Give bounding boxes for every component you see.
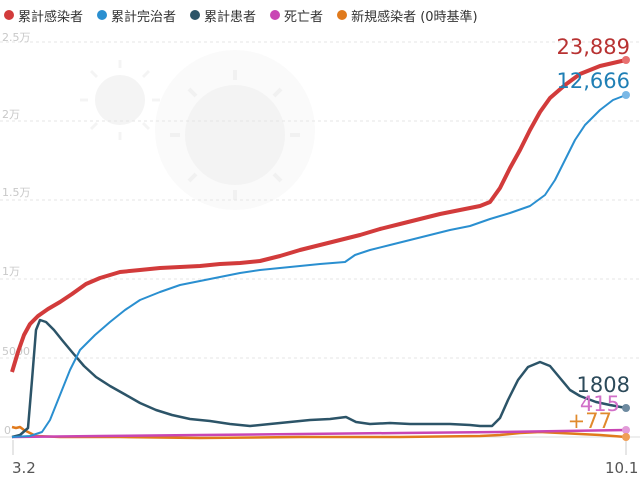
y-tick-label: 2万 xyxy=(2,108,20,121)
end-label-current-patients: 1808 xyxy=(577,373,630,397)
legend-label: 累計患者 xyxy=(204,9,257,25)
legend-dot-icon xyxy=(337,10,348,20)
end-label-cumulative-recovered: 12,666 xyxy=(557,69,630,93)
legend-item-new-cases[interactable]: 新規感染者 (0時基準) xyxy=(337,6,478,25)
legend-item-cumulative-recovered[interactable]: 累計完治者 xyxy=(97,6,176,25)
series-line-current-patients xyxy=(11,318,627,439)
chart-legend: 累計感染者 累計完治者 累計患者 死亡者 新規感染者 (0時基準) xyxy=(4,3,478,27)
y-tick-label: 5000 xyxy=(2,345,30,358)
series-line-deaths xyxy=(11,428,627,439)
legend-dot-icon xyxy=(190,10,201,20)
legend-dot-icon xyxy=(270,10,281,20)
legend-label: 新規感染者 (0時基準) xyxy=(351,9,478,25)
end-label-new-cases: +77 xyxy=(568,409,612,433)
legend-label: 死亡者 xyxy=(284,9,324,25)
x-tick-label-start: 3.2 xyxy=(12,459,36,477)
gridlines xyxy=(0,41,640,359)
endpoint-marker xyxy=(622,433,630,441)
end-label-cumulative-confirmed: 23,889 xyxy=(557,35,630,59)
legend-dot-icon xyxy=(4,10,14,20)
legend-item-current-patients[interactable]: 累計患者 xyxy=(190,6,256,25)
legend-label: 累計完治者 xyxy=(111,9,177,25)
endpoint-marker xyxy=(622,426,630,434)
legend-label: 累計感染者 xyxy=(18,9,84,25)
endpoint-marker xyxy=(622,91,630,99)
y-tick-label: 1万 xyxy=(2,265,20,278)
series-line-cumulative-recovered xyxy=(11,94,627,438)
y-tick-label: 2.5万 xyxy=(2,31,31,44)
y-tick-label: 1.5万 xyxy=(2,186,31,199)
virus-decoration-icon xyxy=(80,50,315,210)
legend-item-deaths[interactable]: 死亡者 xyxy=(270,6,323,25)
y-tick-label: 0 xyxy=(4,424,11,437)
x-tick-label-end: 10.1 xyxy=(605,459,638,477)
legend-dot-icon xyxy=(97,10,108,20)
endpoint-marker xyxy=(622,404,630,412)
y-axis-labels: 2.5万 2万 1.5万 1万 5000 0 xyxy=(2,31,31,437)
end-label-deaths: 415 xyxy=(580,392,620,416)
series-line-cumulative-confirmed xyxy=(10,58,627,373)
legend-item-cumulative-confirmed[interactable]: 累計感染者 xyxy=(4,6,83,25)
endpoint-marker xyxy=(622,56,630,64)
